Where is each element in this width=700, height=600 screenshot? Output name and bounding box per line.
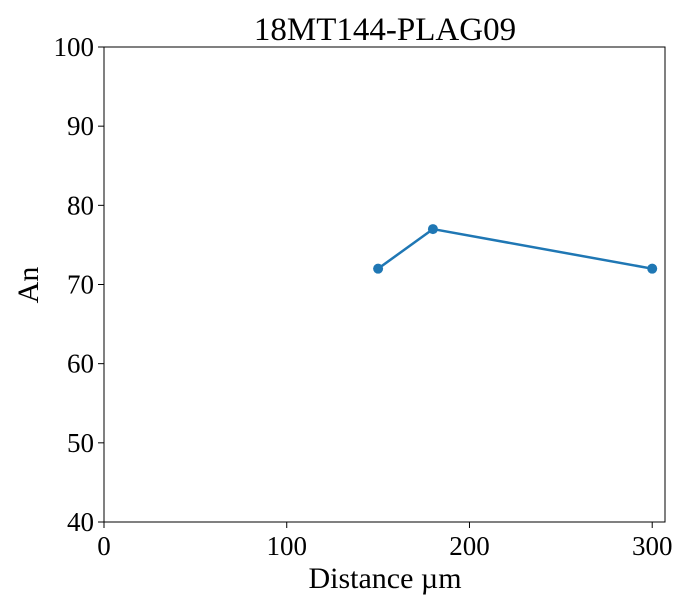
y-tick-label-4: 80 <box>67 190 94 220</box>
x-tick-label-0: 0 <box>97 531 111 561</box>
series-0-point-1 <box>427 224 438 235</box>
y-axis-label: An <box>12 267 45 304</box>
y-tick-label-5: 90 <box>67 111 94 141</box>
y-tick-label-2: 60 <box>67 349 94 379</box>
x-tick-label-3: 300 <box>632 531 673 561</box>
series-0-point-0 <box>373 263 384 274</box>
y-tick-label-1: 50 <box>67 428 94 458</box>
series-0-line <box>377 227 653 270</box>
plot-area: 0 100 200 300 40 50 60 70 80 90 100 <box>54 32 673 561</box>
y-tick-label-3: 70 <box>67 270 94 300</box>
x-axis-label: Distance µm <box>308 562 461 595</box>
series-0-point-2 <box>647 263 658 274</box>
axes-frame <box>103 46 666 523</box>
y-tick-label-6: 100 <box>54 32 95 62</box>
chart-title: 18MT144-PLAG09 <box>254 12 516 48</box>
x-tick-label-2: 200 <box>449 531 490 561</box>
y-tick-label-0: 40 <box>67 507 94 537</box>
x-tick-label-1: 100 <box>266 531 307 561</box>
